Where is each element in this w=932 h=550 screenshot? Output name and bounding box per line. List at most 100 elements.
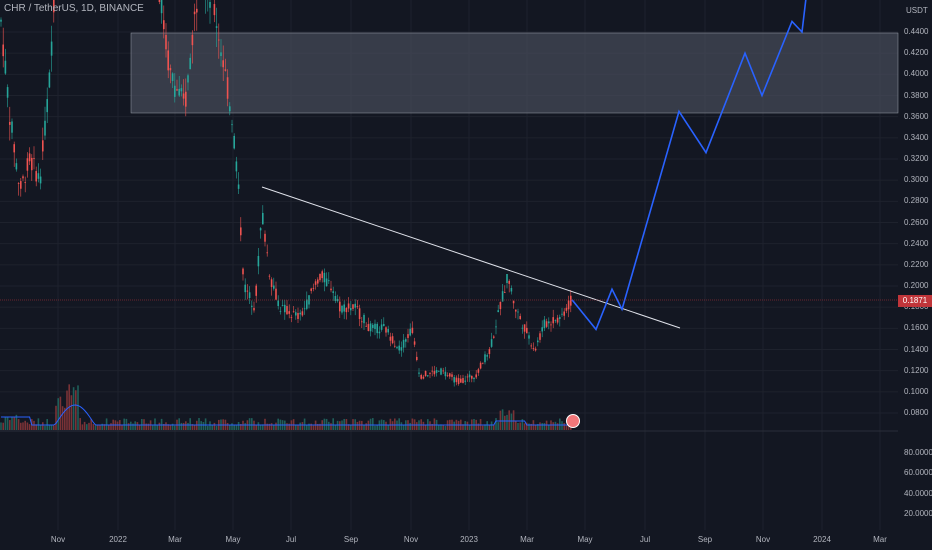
- volume-bar: [548, 424, 550, 430]
- volume-bar: [325, 418, 328, 430]
- volume-bar: [442, 424, 444, 430]
- candle-body: [2, 44, 4, 57]
- candle-body: [191, 34, 194, 46]
- candle-body: [413, 341, 416, 345]
- candle-body: [4, 60, 7, 74]
- volume-bar: [4, 417, 7, 430]
- candle-body: [526, 327, 528, 334]
- volume-bar: [490, 421, 493, 430]
- volume-bar: [79, 418, 81, 430]
- volume-bar: [2, 422, 4, 430]
- candle-body: [24, 182, 26, 184]
- candle-body: [361, 321, 363, 323]
- volume-bar: [510, 413, 513, 430]
- volume-indicator-icon[interactable]: [566, 414, 580, 428]
- candle-body: [17, 183, 20, 185]
- candle-body: [488, 349, 491, 354]
- descending-trendline[interactable]: [261, 186, 681, 329]
- candle-body: [187, 75, 189, 83]
- candle-body: [222, 60, 224, 68]
- volume-bar: [506, 414, 508, 430]
- price-tick: 0.3800: [904, 90, 929, 100]
- candle-body: [563, 311, 565, 316]
- time-tick: Nov: [403, 535, 419, 544]
- resistance-zone[interactable]: [130, 32, 899, 114]
- volume-bar: [154, 418, 156, 430]
- volume-bar: [101, 423, 103, 430]
- volume-bar: [240, 424, 242, 430]
- projection-path[interactable]: [571, 0, 812, 331]
- candle-body: [37, 173, 40, 179]
- candle-body: [543, 319, 546, 329]
- candle-body: [457, 378, 460, 384]
- candle-body: [468, 374, 471, 378]
- price-axis[interactable]: 0.4400 0.4200 0.4000 0.3800 0.3600 0.3400 0.32…: [898, 0, 932, 550]
- candle-body: [438, 370, 440, 372]
- volume-bar: [462, 424, 464, 430]
- candle-body: [310, 288, 312, 291]
- volume-bar: [270, 423, 273, 430]
- volume-bar: [372, 418, 374, 430]
- volume-bar: [174, 425, 176, 430]
- price-tick: 0.3200: [904, 154, 929, 163]
- volume-bar: [64, 407, 66, 430]
- volume-bar: [163, 423, 165, 430]
- price-tick: 0.2200: [904, 259, 929, 269]
- volume-bar: [482, 425, 484, 430]
- candle-body: [39, 176, 42, 184]
- candle-body: [378, 331, 381, 334]
- volume-bar: [158, 422, 161, 430]
- volume-bar: [147, 423, 150, 430]
- volume-bar: [72, 387, 75, 430]
- candle-body: [244, 284, 246, 293]
- candle-body: [493, 336, 495, 338]
- candle-body: [486, 355, 488, 357]
- volume-bar: [167, 424, 169, 430]
- candle-body: [537, 340, 539, 343]
- candle-body: [407, 334, 409, 338]
- volume-bar: [226, 422, 229, 430]
- volume-bar: [108, 424, 110, 430]
- candle-body: [319, 273, 321, 281]
- candle-body: [424, 370, 427, 377]
- volume-bar: [328, 421, 330, 430]
- time-tick: May: [577, 535, 593, 544]
- candle-body: [405, 339, 407, 342]
- volume-bar: [0, 422, 2, 430]
- candle-body: [303, 308, 306, 310]
- candle-body: [213, 4, 216, 16]
- candle-body: [229, 106, 231, 112]
- candle-body: [567, 300, 570, 310]
- volume-bar: [15, 414, 18, 430]
- volume-bar: [374, 425, 376, 430]
- price-tick: 0.3600: [904, 111, 929, 121]
- volume-bar: [209, 421, 211, 430]
- volume-bar: [130, 421, 132, 430]
- volume-bar: [26, 422, 29, 430]
- candle-body: [367, 324, 370, 332]
- candle-body: [215, 26, 218, 28]
- candle-body: [11, 121, 13, 133]
- candle-body: [332, 291, 334, 293]
- candle-body: [341, 305, 343, 313]
- candle-body: [6, 87, 9, 98]
- volume-bar: [303, 418, 306, 430]
- time-tick: Nov: [755, 535, 771, 544]
- candle-body: [13, 144, 15, 153]
- candle-body: [284, 304, 286, 313]
- candle-body: [312, 287, 315, 289]
- volume-bar: [466, 421, 469, 430]
- candle-body: [391, 336, 394, 344]
- candle-body: [369, 323, 372, 332]
- volume-bar: [468, 424, 471, 430]
- candle-body: [42, 140, 44, 152]
- volume-bar: [251, 418, 253, 430]
- candle-body: [398, 345, 400, 351]
- candle-body: [345, 307, 348, 313]
- candle-body: [387, 328, 389, 333]
- candle-body: [343, 304, 345, 312]
- volume-bar: [440, 424, 442, 430]
- volume-bar: [233, 424, 235, 430]
- candle-body: [429, 373, 431, 374]
